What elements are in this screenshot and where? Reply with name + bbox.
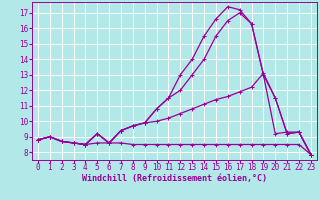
X-axis label: Windchill (Refroidissement éolien,°C): Windchill (Refroidissement éolien,°C) bbox=[82, 174, 267, 183]
